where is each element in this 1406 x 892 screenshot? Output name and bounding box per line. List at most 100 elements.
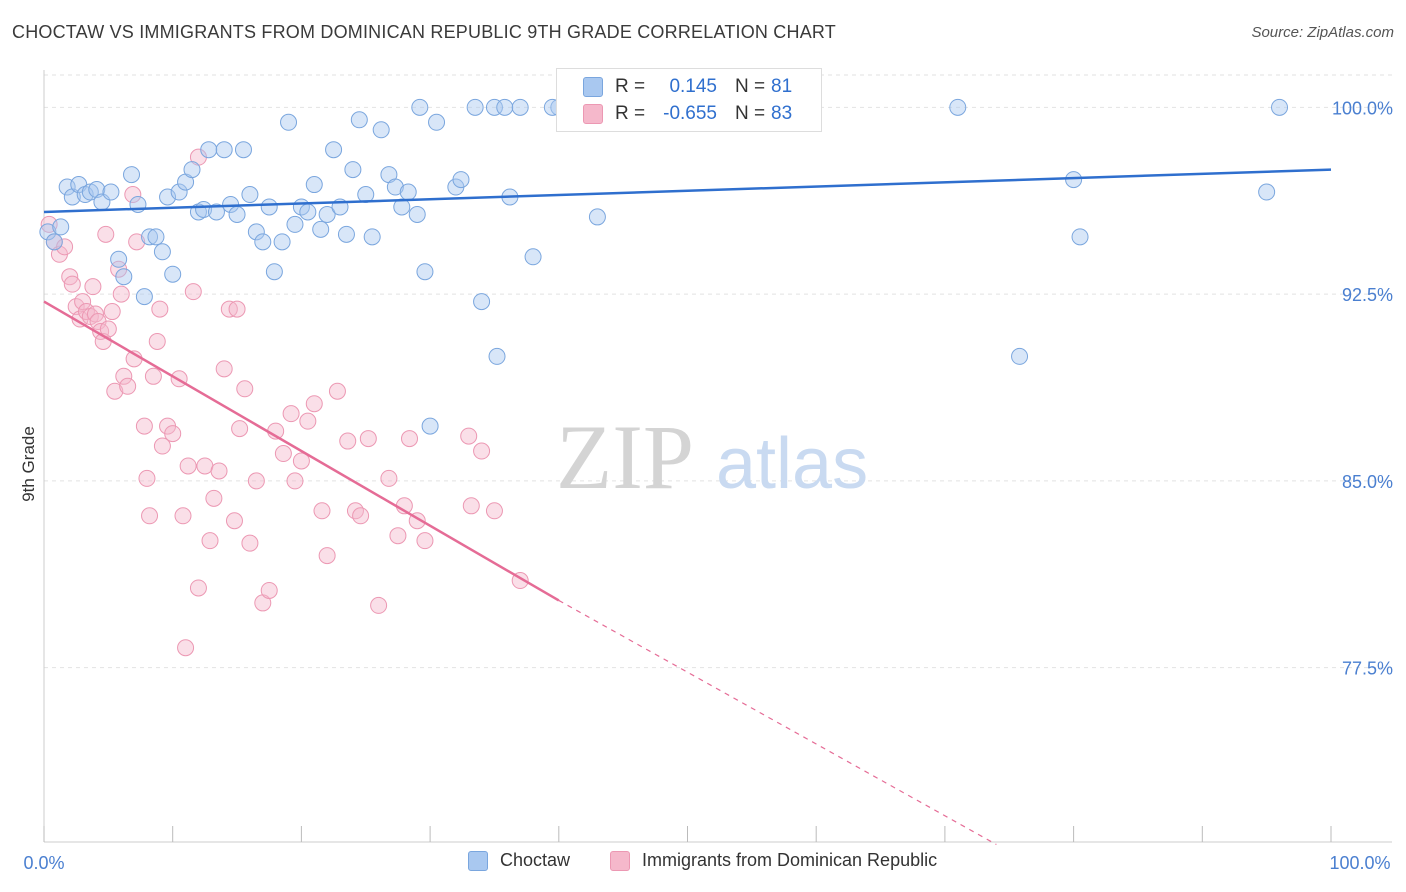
- tick-labels: 100.0% 92.5% 85.0% 77.5% 0.0% 100.0%: [23, 98, 1393, 873]
- dominican-point: [313, 502, 331, 520]
- choctaw-point: [511, 98, 529, 116]
- dominican-point: [260, 581, 278, 599]
- choctaw-point: [318, 205, 336, 223]
- choctaw-point: [372, 121, 390, 139]
- choctaw-point: [386, 178, 404, 196]
- choctaw-point: [337, 225, 355, 243]
- choctaw-point: [102, 183, 120, 201]
- dominican-point: [135, 417, 153, 435]
- series-choctaw-points: [39, 98, 1289, 435]
- dominican-point: [174, 507, 192, 525]
- dominican-point: [56, 238, 74, 256]
- watermark-zip: ZIP: [556, 406, 694, 508]
- stats-n-label: N =: [735, 103, 766, 124]
- dominican-point: [128, 233, 146, 251]
- stats-n-value: 83: [771, 103, 793, 124]
- choctaw-point: [115, 268, 133, 286]
- chart-title: CHOCTAW VS IMMIGRANTS FROM DOMINICAN REP…: [12, 22, 836, 42]
- legend: Choctaw Immigrants from Dominican Republ…: [0, 850, 1406, 880]
- dominican-point: [151, 300, 169, 318]
- choctaw-trend-line: [43, 168, 1332, 214]
- dominican-point: [74, 293, 92, 311]
- dominican-point: [201, 532, 219, 550]
- stats-row-dominican: R = -0.655 N = 83: [557, 101, 821, 127]
- stats-n-label: N =: [735, 76, 766, 97]
- dominican-point: [141, 507, 159, 525]
- choctaw-point: [265, 263, 283, 281]
- dominican-point: [305, 395, 323, 413]
- choctaw-point: [153, 243, 171, 261]
- watermark: ZIP atlas: [556, 406, 868, 508]
- dominican-point: [228, 300, 246, 318]
- choctaw-point: [110, 250, 128, 268]
- dominican-point: [210, 462, 228, 480]
- choctaw-point: [466, 98, 484, 116]
- choctaw-point: [1271, 98, 1289, 116]
- choctaw-point: [363, 228, 381, 246]
- choctaw-point: [88, 181, 106, 199]
- dominican-point: [282, 405, 300, 423]
- choctaw-point: [1011, 347, 1029, 365]
- choctaw-point: [135, 288, 153, 306]
- dominican-trend-extension: [558, 599, 997, 846]
- choctaw-point: [141, 228, 159, 246]
- dominican-point: [112, 285, 130, 303]
- choctaw-point: [411, 98, 429, 116]
- choctaw-point: [207, 203, 225, 221]
- dominican-trend-line: [43, 300, 560, 602]
- legend-swatch-choctaw: [468, 850, 488, 871]
- choctaw-point: [170, 183, 188, 201]
- trend-lines: [43, 168, 1332, 846]
- dominican-point: [370, 596, 388, 614]
- legend-item-dominican[interactable]: Immigrants from Dominican Republic: [610, 850, 937, 871]
- choctaw-point: [949, 98, 967, 116]
- x-tick-label: 100.0%: [1329, 853, 1390, 873]
- choctaw-point: [254, 233, 272, 251]
- legend-item-choctaw[interactable]: Choctaw: [468, 850, 570, 871]
- dominican-point: [231, 420, 249, 438]
- stats-r-label: R =: [615, 76, 646, 97]
- dominican-point: [215, 360, 233, 378]
- dominican-point: [119, 377, 137, 395]
- x-tick-label: 0.0%: [23, 853, 64, 873]
- dominican-point: [115, 367, 133, 385]
- y-tick-label: 77.5%: [1342, 659, 1393, 679]
- dominican-point: [138, 469, 156, 487]
- choctaw-point: [588, 208, 606, 226]
- dominican-point: [462, 497, 480, 515]
- choctaw-point: [52, 218, 70, 236]
- dominican-point: [205, 489, 223, 507]
- choctaw-point: [123, 166, 141, 184]
- dominican-point: [179, 457, 197, 475]
- choctaw-point: [312, 220, 330, 238]
- dominican-point: [247, 472, 265, 490]
- dominican-point: [359, 430, 377, 448]
- dominican-point: [144, 367, 162, 385]
- choctaw-point: [1071, 228, 1089, 246]
- stats-swatch-dominican: [583, 104, 603, 124]
- dominican-point: [346, 502, 364, 520]
- stats-r-value: -0.655: [663, 103, 717, 124]
- choctaw-point: [183, 161, 201, 179]
- choctaw-point: [496, 98, 514, 116]
- dominican-point: [164, 425, 182, 443]
- stats-r-label: R =: [615, 103, 646, 124]
- choctaw-point: [45, 233, 63, 251]
- choctaw-point: [1065, 171, 1083, 189]
- stats-row-choctaw: R = 0.145 N = 81: [557, 74, 821, 100]
- legend-swatch-dominican: [610, 850, 630, 871]
- axes: [43, 70, 1392, 843]
- choctaw-point: [241, 186, 259, 204]
- choctaw-point: [416, 263, 434, 281]
- choctaw-point: [344, 161, 362, 179]
- dominican-point: [196, 457, 214, 475]
- choctaw-point: [164, 265, 182, 283]
- dominican-point: [177, 639, 195, 657]
- choctaw-point: [473, 293, 491, 311]
- stats-swatch-choctaw: [583, 77, 603, 97]
- choctaw-point: [485, 98, 503, 116]
- stats-box: R = 0.145 N = 81 R = -0.655 N = 83: [556, 68, 822, 132]
- dominican-point: [292, 452, 310, 470]
- dominican-point: [236, 380, 254, 398]
- dominican-point: [225, 512, 243, 530]
